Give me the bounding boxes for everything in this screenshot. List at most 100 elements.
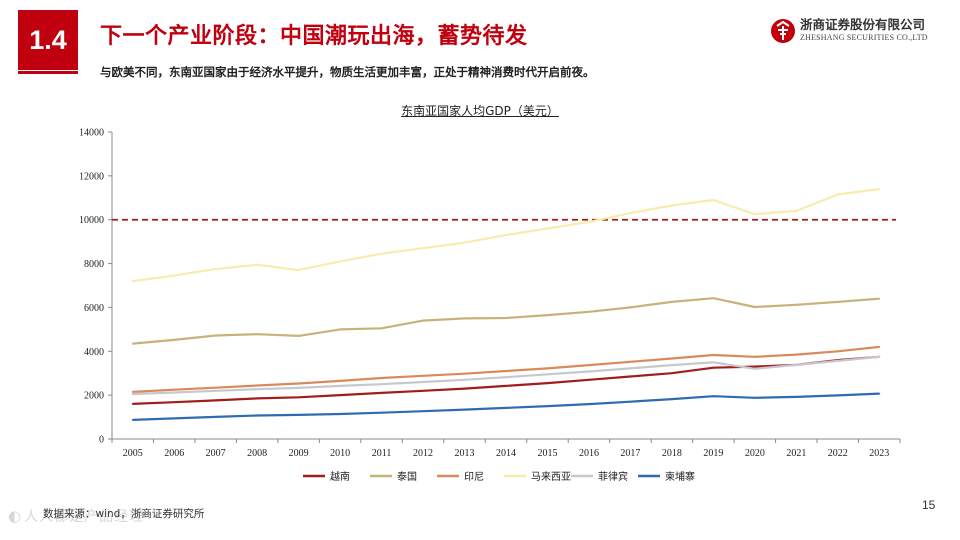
data-point bbox=[422, 389, 424, 392]
logo-text-en: ZHESHANG SECURITIES CO.,LTD bbox=[800, 33, 928, 42]
page-title: 下一个产业阶段：中国潮玩出海，蓄势待发 bbox=[100, 24, 528, 49]
data-point bbox=[380, 377, 383, 379]
data-point bbox=[297, 335, 300, 337]
data-point bbox=[131, 342, 134, 345]
data-point bbox=[463, 387, 466, 390]
data-point bbox=[753, 367, 756, 370]
data-point bbox=[422, 381, 424, 383]
data-point bbox=[753, 355, 756, 358]
data-point bbox=[546, 227, 549, 230]
data-point bbox=[671, 204, 673, 207]
x-tick-label: 2011 bbox=[372, 448, 392, 459]
watermark-logo-icon: ◐ bbox=[8, 507, 23, 525]
x-tick-label: 2017 bbox=[620, 448, 640, 459]
data-point bbox=[878, 188, 881, 190]
legend-label: 越南 bbox=[330, 470, 350, 483]
y-tick-label: 8000 bbox=[84, 259, 104, 270]
data-point bbox=[588, 364, 590, 366]
data-point bbox=[505, 407, 507, 409]
data-point bbox=[256, 414, 259, 417]
legend-label: 菲律宾 bbox=[598, 470, 628, 483]
y-tick-label: 0 bbox=[99, 435, 104, 446]
data-point bbox=[836, 350, 839, 353]
data-point bbox=[671, 372, 673, 375]
data-point bbox=[878, 297, 881, 300]
x-tick-label: 2010 bbox=[330, 448, 350, 459]
data-point bbox=[256, 397, 259, 400]
data-point bbox=[712, 297, 715, 300]
data-point bbox=[214, 389, 217, 392]
data-point bbox=[712, 199, 715, 201]
logo-emblem-icon bbox=[771, 19, 795, 43]
section-badge: 1.4 bbox=[18, 10, 78, 74]
data-point bbox=[629, 360, 632, 363]
data-point bbox=[546, 373, 549, 376]
x-tick-label: 2009 bbox=[289, 448, 309, 459]
data-point bbox=[588, 378, 590, 381]
data-point bbox=[173, 274, 176, 277]
data-point bbox=[671, 357, 673, 360]
legend-label: 印尼 bbox=[464, 471, 484, 483]
data-point bbox=[588, 370, 590, 373]
x-tick-label: 2019 bbox=[703, 448, 723, 459]
x-tick-label: 2021 bbox=[786, 448, 806, 459]
data-point bbox=[836, 360, 839, 362]
data-point bbox=[588, 403, 590, 405]
data-point bbox=[463, 241, 466, 244]
data-point bbox=[795, 364, 798, 366]
data-point bbox=[339, 394, 341, 396]
watermark: ◐ 人人都是产品经理 bbox=[8, 507, 145, 525]
data-point bbox=[131, 419, 134, 421]
data-point bbox=[422, 319, 424, 322]
data-point bbox=[256, 333, 259, 336]
y-tick-label: 2000 bbox=[84, 391, 104, 402]
data-point bbox=[256, 388, 259, 391]
page-subtitle: 与欧美不同，东南亚国家由于经济水平提升，物质生活更加丰富，正处于精神消费时代开启… bbox=[100, 65, 595, 79]
data-point bbox=[505, 370, 507, 372]
data-point bbox=[463, 408, 466, 411]
series-line-菲律宾 bbox=[132, 355, 880, 396]
data-point bbox=[836, 193, 839, 196]
series-line-泰国 bbox=[132, 297, 880, 345]
x-tick-label: 2014 bbox=[496, 448, 516, 459]
data-point bbox=[671, 301, 673, 303]
company-logo: 浙商证券股份有限公司 ZHESHANG SECURITIES CO.,LTD bbox=[770, 14, 945, 48]
x-tick-label: 2006 bbox=[164, 448, 184, 459]
data-point bbox=[546, 314, 549, 316]
y-tick-label: 10000 bbox=[79, 215, 104, 226]
data-point bbox=[712, 361, 715, 364]
data-point bbox=[214, 386, 217, 389]
data-point bbox=[173, 339, 176, 341]
data-point bbox=[588, 310, 590, 313]
data-point bbox=[671, 364, 673, 366]
x-tick-label: 2016 bbox=[579, 448, 599, 459]
x-tick-label: 2013 bbox=[455, 448, 475, 459]
data-point bbox=[380, 392, 383, 394]
data-point bbox=[629, 367, 632, 370]
data-point bbox=[878, 355, 881, 358]
chart-title: 东南亚国家人均GDP（美元） bbox=[401, 104, 559, 118]
data-point bbox=[753, 213, 756, 216]
data-point bbox=[422, 374, 424, 377]
data-point bbox=[712, 354, 715, 356]
data-point bbox=[629, 306, 632, 309]
data-point bbox=[546, 382, 549, 384]
data-point bbox=[629, 375, 632, 378]
y-tick-label: 4000 bbox=[84, 347, 104, 358]
data-point bbox=[297, 387, 300, 389]
data-point bbox=[753, 396, 756, 399]
data-point bbox=[753, 306, 756, 308]
legend-label: 马来西亚 bbox=[531, 471, 571, 483]
data-point bbox=[795, 303, 798, 306]
data-point bbox=[131, 391, 134, 393]
data-point bbox=[173, 391, 176, 394]
data-point bbox=[463, 372, 466, 375]
data-point bbox=[671, 398, 673, 400]
data-point bbox=[339, 413, 341, 415]
data-point bbox=[297, 269, 300, 271]
series-line-柬埔寨 bbox=[132, 392, 880, 421]
x-tick-label: 2012 bbox=[413, 448, 433, 459]
data-point bbox=[505, 234, 507, 237]
data-point bbox=[463, 317, 466, 320]
data-point bbox=[256, 384, 259, 387]
